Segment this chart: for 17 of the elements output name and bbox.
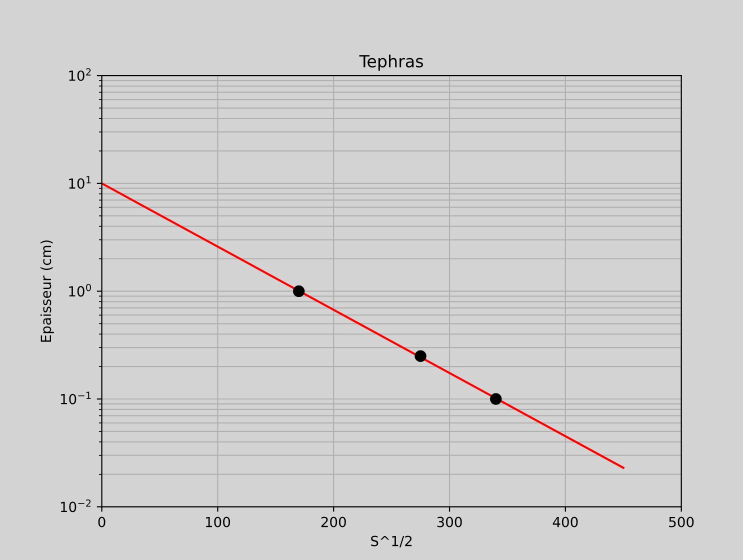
x-tick-label: 200 <box>321 516 346 528</box>
point <box>490 393 502 405</box>
x-tick-label: 0 <box>98 516 106 528</box>
y-tick-label: 10$^{2}$ <box>69 68 91 81</box>
y-tick-label: 10$^{0}$ <box>69 284 91 297</box>
point <box>414 350 426 362</box>
point <box>292 285 305 298</box>
x-tick-label: 400 <box>552 516 578 528</box>
x-tick-label: 100 <box>206 516 230 528</box>
y-tick-label: 10$^{−2}$ <box>60 499 91 512</box>
x-tick-label: 500 <box>669 516 694 528</box>
x-axis-title: S^1/2 <box>371 536 412 548</box>
x-tick-label: 300 <box>437 516 462 528</box>
y-tick-label: 10$^{−1}$ <box>60 392 91 404</box>
chart-title: Tephras <box>359 54 423 71</box>
y-axis-title: Epaisseur (cm) <box>40 240 54 342</box>
y-tick-label: 10$^{1}$ <box>69 176 91 189</box>
